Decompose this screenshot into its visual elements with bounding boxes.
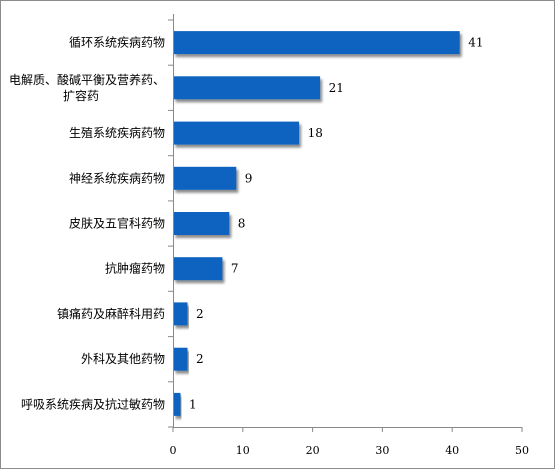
value-label-7: 2 bbox=[196, 352, 204, 366]
x-tick-label-3: 30 bbox=[375, 444, 389, 457]
value-label-0: 41 bbox=[468, 36, 483, 50]
x-tick-label-0: 0 bbox=[170, 444, 177, 457]
category-label-4: 皮肤及五官科药物 bbox=[69, 216, 165, 231]
value-label-5: 7 bbox=[231, 262, 239, 276]
bar-1 bbox=[173, 76, 321, 100]
value-label-8: 1 bbox=[189, 397, 197, 411]
bar-6 bbox=[173, 302, 188, 326]
category-label-line: 抗肿瘤药物 bbox=[105, 261, 165, 276]
x-tick-label-5: 50 bbox=[515, 444, 529, 457]
category-label-2: 生殖系统疾病药物 bbox=[69, 125, 165, 140]
category-label-6: 镇痛药及麻醉科用药 bbox=[57, 306, 165, 321]
category-label-1: 电解质、酸碱平衡及营养药、扩容药 bbox=[9, 72, 165, 103]
bar-4 bbox=[173, 212, 230, 235]
category-label-line: 神经系统疾病药物 bbox=[69, 170, 165, 185]
bar-3 bbox=[173, 166, 237, 190]
value-label-2: 18 bbox=[308, 126, 323, 140]
category-label-8: 呼吸系统疾病及抗过敏药物 bbox=[21, 396, 165, 411]
category-label-line: 生殖系统疾病药物 bbox=[69, 125, 165, 140]
category-label-line: 循环系统疾病药物 bbox=[69, 35, 165, 50]
value-label-6: 2 bbox=[196, 307, 204, 321]
category-label-line: 电解质、酸碱平衡及营养药、 bbox=[9, 72, 165, 87]
x-tick-label-4: 40 bbox=[445, 444, 459, 457]
bar-7 bbox=[173, 347, 188, 371]
category-label-line: 扩容药 bbox=[63, 88, 99, 103]
category-label-0: 循环系统疾病药物 bbox=[69, 35, 165, 50]
category-label-line: 皮肤及五官科药物 bbox=[69, 216, 165, 231]
bar-2 bbox=[173, 121, 300, 145]
category-label-7: 外科及其他药物 bbox=[81, 352, 165, 366]
value-label-4: 8 bbox=[238, 217, 246, 231]
category-label-line: 呼吸系统疾病及抗过敏药物 bbox=[21, 396, 165, 411]
category-label-5: 抗肿瘤药物 bbox=[105, 261, 165, 276]
value-label-3: 9 bbox=[245, 171, 253, 185]
category-label-line: 外科及其他药物 bbox=[81, 352, 165, 366]
value-label-1: 21 bbox=[329, 81, 344, 95]
x-tick-label-1: 10 bbox=[236, 444, 250, 457]
bar-8 bbox=[173, 392, 181, 416]
category-label-line: 镇痛药及麻醉科用药 bbox=[57, 306, 165, 321]
x-tick-label-2: 20 bbox=[306, 444, 320, 457]
bar-0 bbox=[173, 31, 460, 55]
category-label-3: 神经系统疾病药物 bbox=[69, 170, 165, 185]
bar-5 bbox=[173, 257, 223, 281]
